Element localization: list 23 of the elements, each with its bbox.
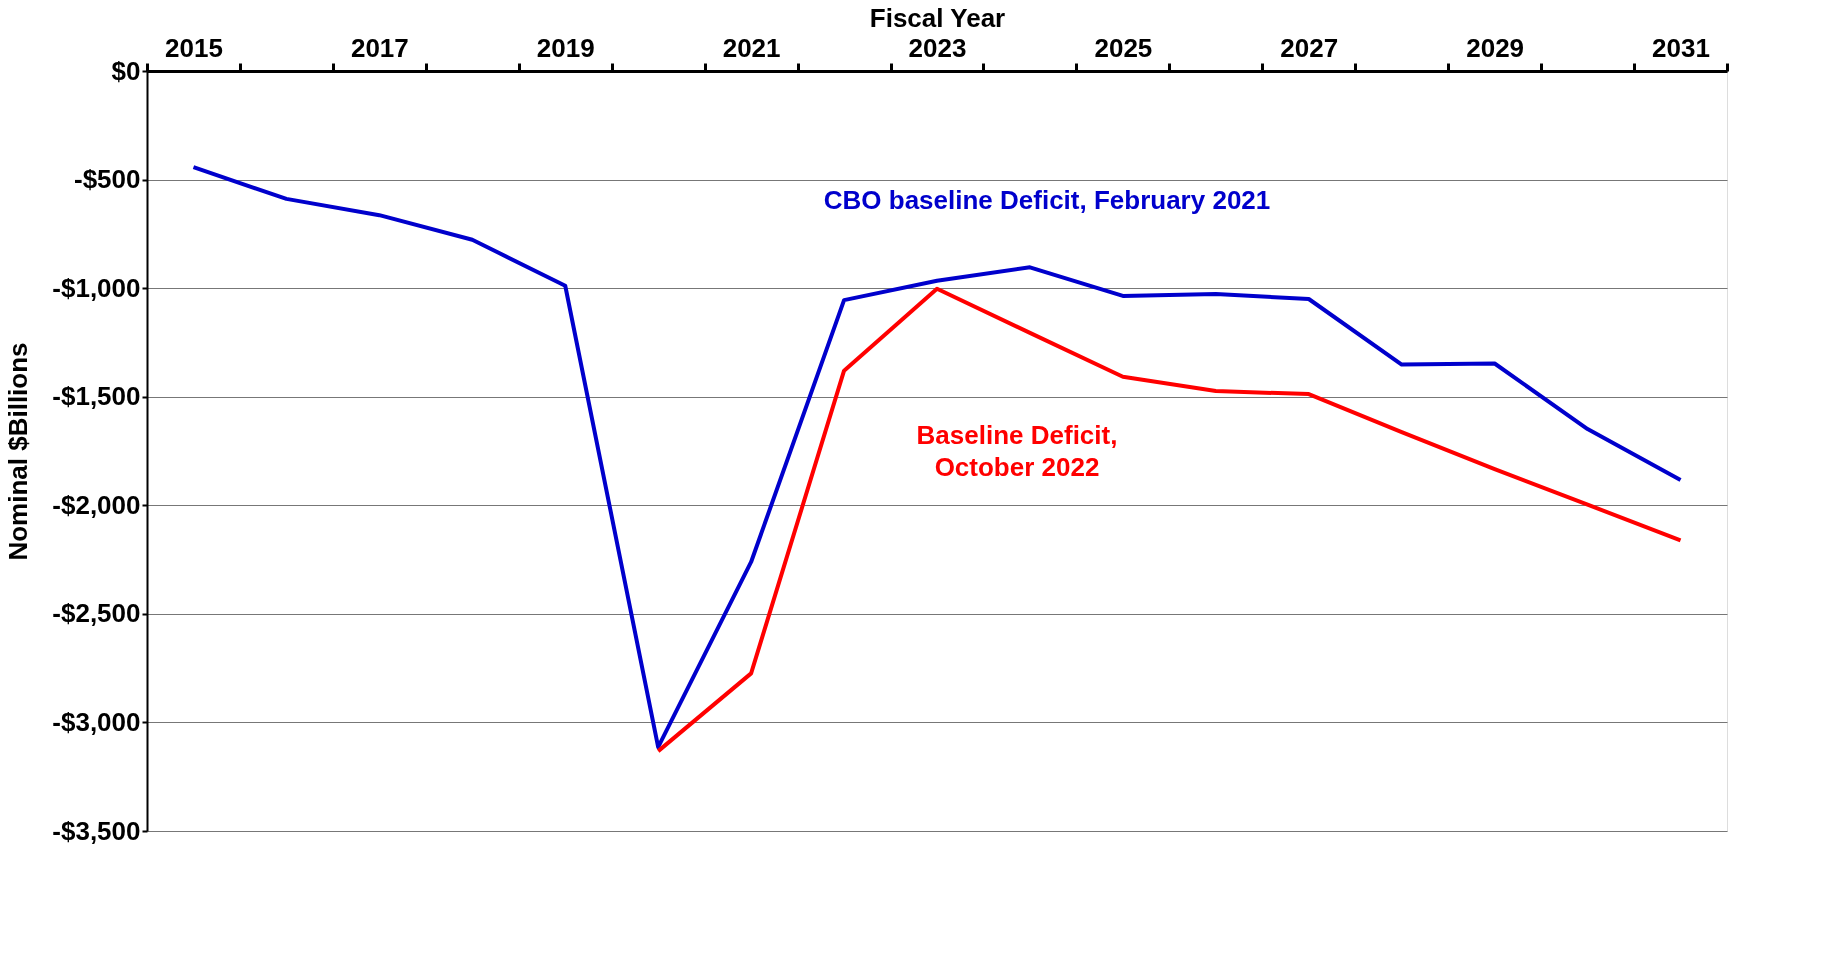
y-tick-label: $0 (111, 55, 141, 86)
x-tick-label: 2027 (1280, 32, 1339, 63)
x-tick-label: 2015 (165, 32, 223, 63)
y-axis-title: Nominal $Billions (3, 342, 34, 561)
series-label: Baseline Deficit, October 2022 (916, 420, 1118, 482)
y-tick-label: -$1,000 (52, 272, 141, 303)
x-tick-label: 2025 (1094, 32, 1153, 63)
y-tick-label: -$1,500 (52, 381, 141, 412)
line-series (656, 286, 1683, 754)
x-tick-label: 2031 (1652, 32, 1710, 63)
y-tick-label: -$3,000 (52, 706, 141, 737)
x-tick-label: 2019 (536, 32, 595, 63)
x-tick-label: 2021 (722, 32, 781, 63)
x-axis-title: Fiscal Year (869, 2, 1006, 33)
text: CBO baseline Deficit, February 2021 (823, 185, 1271, 215)
x-tick-label: 2029 (1466, 32, 1525, 63)
y-tick-label: -$2,000 (52, 489, 141, 520)
y-tick-label: -$3,500 (52, 815, 141, 846)
line-series (191, 165, 1683, 750)
y-tick-label: -$2,500 (52, 598, 141, 629)
x-tick-label: 2017 (350, 32, 409, 63)
x-tick-label: 2023 (908, 32, 967, 63)
y-tick-label: -$500 (74, 164, 141, 195)
